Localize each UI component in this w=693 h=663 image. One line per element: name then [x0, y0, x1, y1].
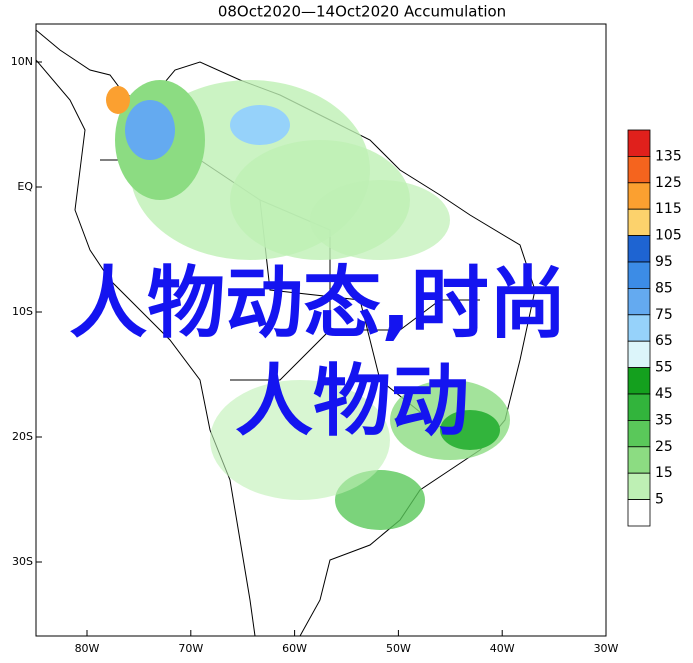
colorbar-label: 105 — [655, 228, 682, 244]
lon-label: 50W — [386, 642, 411, 655]
colorbar-cell — [627, 182, 651, 210]
colorbar-cell — [627, 155, 651, 184]
colorbar-cell — [627, 472, 651, 501]
colorbar-label: 135 — [655, 148, 682, 164]
colorbar-label: 35 — [655, 412, 673, 428]
lat-label: 30S — [12, 555, 33, 568]
colorbar-cell — [627, 129, 651, 157]
colorbar-cell — [627, 287, 651, 316]
lat-label: 10S — [12, 305, 33, 318]
lat-label: 20S — [12, 430, 33, 443]
lon-label: 60W — [282, 642, 307, 655]
colorbar-label: 85 — [655, 280, 673, 296]
colorbar-cell — [627, 235, 651, 263]
lat-label: EQ — [17, 180, 33, 193]
colorbar-label: 15 — [655, 465, 673, 481]
colorbar-cell — [627, 261, 651, 289]
lon-label: 40W — [490, 642, 515, 655]
colorbar-cell — [627, 499, 651, 527]
colorbar-cell — [627, 208, 651, 236]
colorbar-cell — [627, 446, 651, 474]
precip-areas — [106, 80, 510, 530]
lon-label: 70W — [178, 642, 203, 655]
colorbar-label: 115 — [655, 201, 682, 217]
lon-label: 80W — [75, 642, 100, 655]
lon-label: 30W — [594, 642, 619, 655]
colorbar-cell — [627, 340, 651, 369]
colorbar-label: 5 — [655, 492, 664, 508]
colorbar-label: 65 — [655, 333, 673, 349]
colorbar-label: 125 — [655, 175, 682, 191]
colorbar-cell — [627, 367, 651, 395]
colorbar-cell — [627, 314, 651, 342]
overlay-line2: 人物动 — [235, 357, 469, 447]
colorbar-label: 75 — [655, 307, 673, 323]
colorbar-label: 25 — [655, 439, 673, 455]
colorbar-label: 55 — [655, 360, 673, 376]
map-title: 08Oct2020—14Oct2020 Accumulation — [218, 3, 506, 21]
colorbar-cell — [627, 393, 651, 421]
colorbar-cell — [627, 419, 651, 448]
colorbar-label: 45 — [655, 386, 673, 402]
lat-label: 10N — [11, 55, 33, 68]
colorbar-label: 95 — [655, 254, 673, 270]
overlay-line1: 人物动态,时尚 — [69, 259, 567, 349]
